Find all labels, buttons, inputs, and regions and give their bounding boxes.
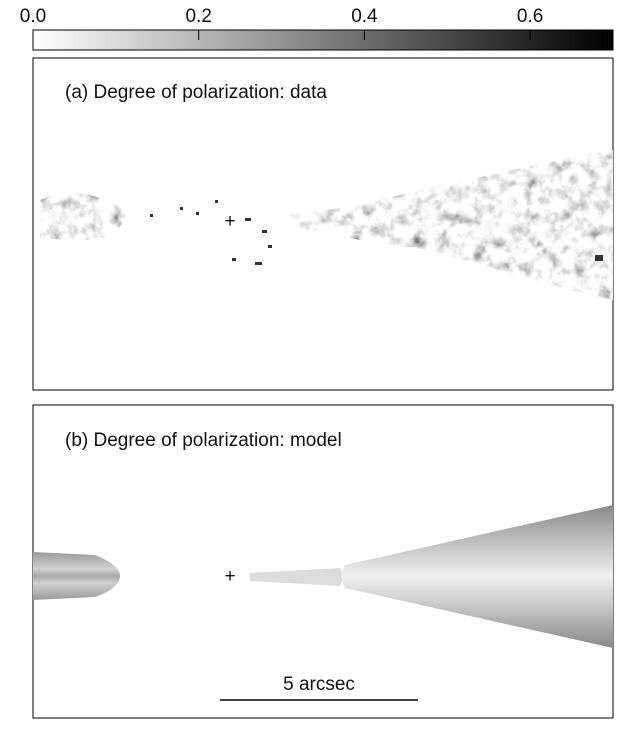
model-lobe	[33, 552, 120, 600]
panel-label: (b) Degree of polarization: model	[65, 430, 342, 451]
colorbar	[32, 29, 614, 51]
colorbar-tick-label: 0.6	[517, 6, 543, 27]
colorbar-tick-label: 0.2	[186, 6, 212, 27]
colorbar-tick-label: 0.0	[20, 6, 46, 27]
scale-bar-label: 5 arcsec	[283, 674, 355, 695]
center-marker: +	[224, 566, 235, 587]
colorbar-tick-label: 0.4	[351, 6, 378, 27]
model-cone	[341, 505, 613, 648]
data-speckles	[150, 200, 603, 265]
panel-label: (a) Degree of polarization: data	[65, 82, 327, 103]
model-jet	[250, 568, 343, 586]
center-marker: +	[224, 211, 235, 232]
